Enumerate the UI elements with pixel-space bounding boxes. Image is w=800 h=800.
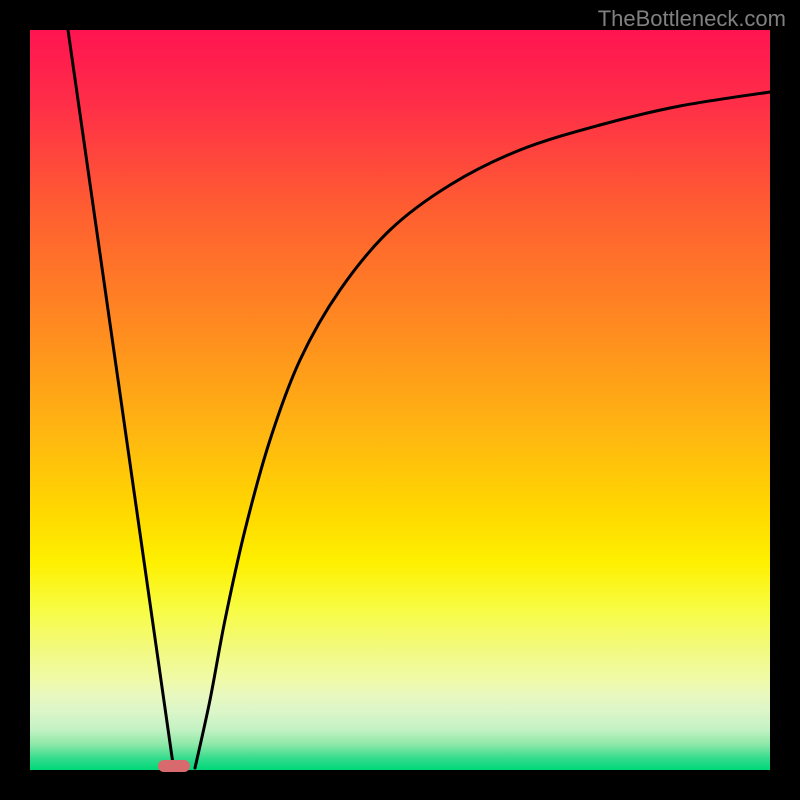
bottleneck-chart: [0, 0, 800, 800]
watermark-text: TheBottleneck.com: [598, 6, 786, 32]
optimal-marker: [158, 760, 190, 772]
chart-container: TheBottleneck.com: [0, 0, 800, 800]
chart-background: [30, 30, 770, 770]
